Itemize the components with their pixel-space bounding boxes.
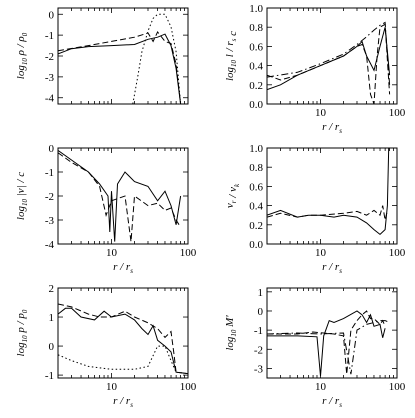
chart-panel-top-right: 10 100 0.0 0.2 0.4 0.6 0.8 1.0 r / rs log10 l / r… xyxy=(224,3,406,135)
y-tick-label: 1 xyxy=(49,312,55,324)
y-tick-label: -1 xyxy=(45,167,54,179)
series-line-dashed xyxy=(267,310,386,375)
y-tick-label: 1.0 xyxy=(249,3,263,15)
y-axis-label: log10 |v| / c xyxy=(15,172,29,220)
x-tick-label: 10 xyxy=(315,381,327,393)
y-tick-label: -3 xyxy=(45,72,55,84)
chart-panel-top-left: 0 -1 -2 -3 -4 log10 ρ / ρ0 xyxy=(15,7,189,105)
series-line-dashed xyxy=(267,205,388,221)
series-line-dotted xyxy=(132,13,182,104)
plot-frame xyxy=(57,287,189,379)
x-axis-label: r / rs xyxy=(113,261,133,275)
y-tick-label: -4 xyxy=(45,93,55,105)
x-tick-label: 100 xyxy=(389,107,406,119)
series-line-solid xyxy=(58,33,182,104)
chart-panel-middle-right: 10 100 0.0 0.2 0.4 0.6 0.8 1.0 r / rs vr / vk xyxy=(224,143,406,275)
series-line-dashdot xyxy=(267,21,391,85)
x-tick-label: 10 xyxy=(315,247,327,259)
series-line-solid xyxy=(58,149,182,242)
y-tick-label: -4 xyxy=(45,239,55,251)
y-tick-label: 0.4 xyxy=(249,61,263,73)
y-tick-label: 0.8 xyxy=(249,22,263,34)
x-axis-label: r / rs xyxy=(322,261,342,275)
x-tick-label: 100 xyxy=(389,381,406,393)
y-tick-label: -3 xyxy=(45,215,55,227)
y-tick-label: 0.6 xyxy=(249,41,263,53)
y-tick-label: -1 xyxy=(45,370,54,382)
series-line-solid xyxy=(267,27,391,91)
y-tick-label: 0.8 xyxy=(249,162,263,174)
x-axis-label: r / rs xyxy=(322,121,342,135)
series-line-solid xyxy=(58,307,188,375)
series-line-dashed xyxy=(58,152,182,242)
y-tick-label: 0.2 xyxy=(249,220,263,232)
y-tick-label: 1.0 xyxy=(249,143,263,155)
x-tick-label: 10 xyxy=(106,381,118,393)
series-line-dashed xyxy=(267,23,391,104)
y-axis-label: vr / vk xyxy=(224,183,241,208)
y-tick-label: -1 xyxy=(45,30,54,42)
plot-frame xyxy=(266,7,398,105)
x-tick-label: 100 xyxy=(389,247,406,259)
x-tick-label: 100 xyxy=(180,381,197,393)
y-axis-label: log10 ρ / ρ0 xyxy=(15,32,29,79)
plot-frame xyxy=(266,287,398,379)
y-tick-label: -2 xyxy=(45,191,54,203)
series-line-dashdot xyxy=(267,320,390,375)
y-axis-label: log10 l / rs c xyxy=(224,31,239,81)
y-tick-label: 2 xyxy=(49,283,55,295)
y-tick-label: 0.0 xyxy=(249,99,263,111)
x-tick-label: 10 xyxy=(106,247,118,259)
series-line-solid xyxy=(267,310,386,377)
plot-frame xyxy=(266,147,398,245)
series-line-dashed xyxy=(58,303,188,375)
plot-frame xyxy=(57,147,189,245)
y-tick-label: 0 xyxy=(258,306,264,318)
y-tick-label: -1 xyxy=(254,325,263,337)
y-tick-label: 0.4 xyxy=(249,201,263,213)
y-tick-label: 0 xyxy=(49,341,55,353)
x-axis-label: r / rs xyxy=(322,395,342,409)
y-tick-label: 0 xyxy=(49,9,55,21)
series-line-dotted xyxy=(58,345,188,375)
series-line-solid xyxy=(267,148,390,236)
x-tick-label: 10 xyxy=(315,107,327,119)
plot-frame xyxy=(57,7,189,105)
y-tick-label: 0.6 xyxy=(249,181,263,193)
y-axis-label: log10 M' xyxy=(224,315,238,351)
y-tick-label: 0.0 xyxy=(249,239,263,251)
x-tick-label: 100 xyxy=(180,247,197,259)
y-tick-label: -2 xyxy=(254,344,263,356)
y-axis-label: log10 p / p0 xyxy=(15,309,29,356)
series-line-dashed xyxy=(58,31,182,104)
chart-panel-middle-left: 10 100 0 -1 -2 -3 -4 r / rs log10 |v| / c xyxy=(15,143,197,275)
y-tick-label: 1 xyxy=(258,287,264,299)
y-tick-label: -2 xyxy=(45,51,54,63)
y-tick-label: 0.2 xyxy=(249,80,263,92)
y-tick-label: 0 xyxy=(49,143,55,155)
x-axis-label: r / rs xyxy=(113,395,133,409)
y-tick-label: -3 xyxy=(254,363,264,375)
